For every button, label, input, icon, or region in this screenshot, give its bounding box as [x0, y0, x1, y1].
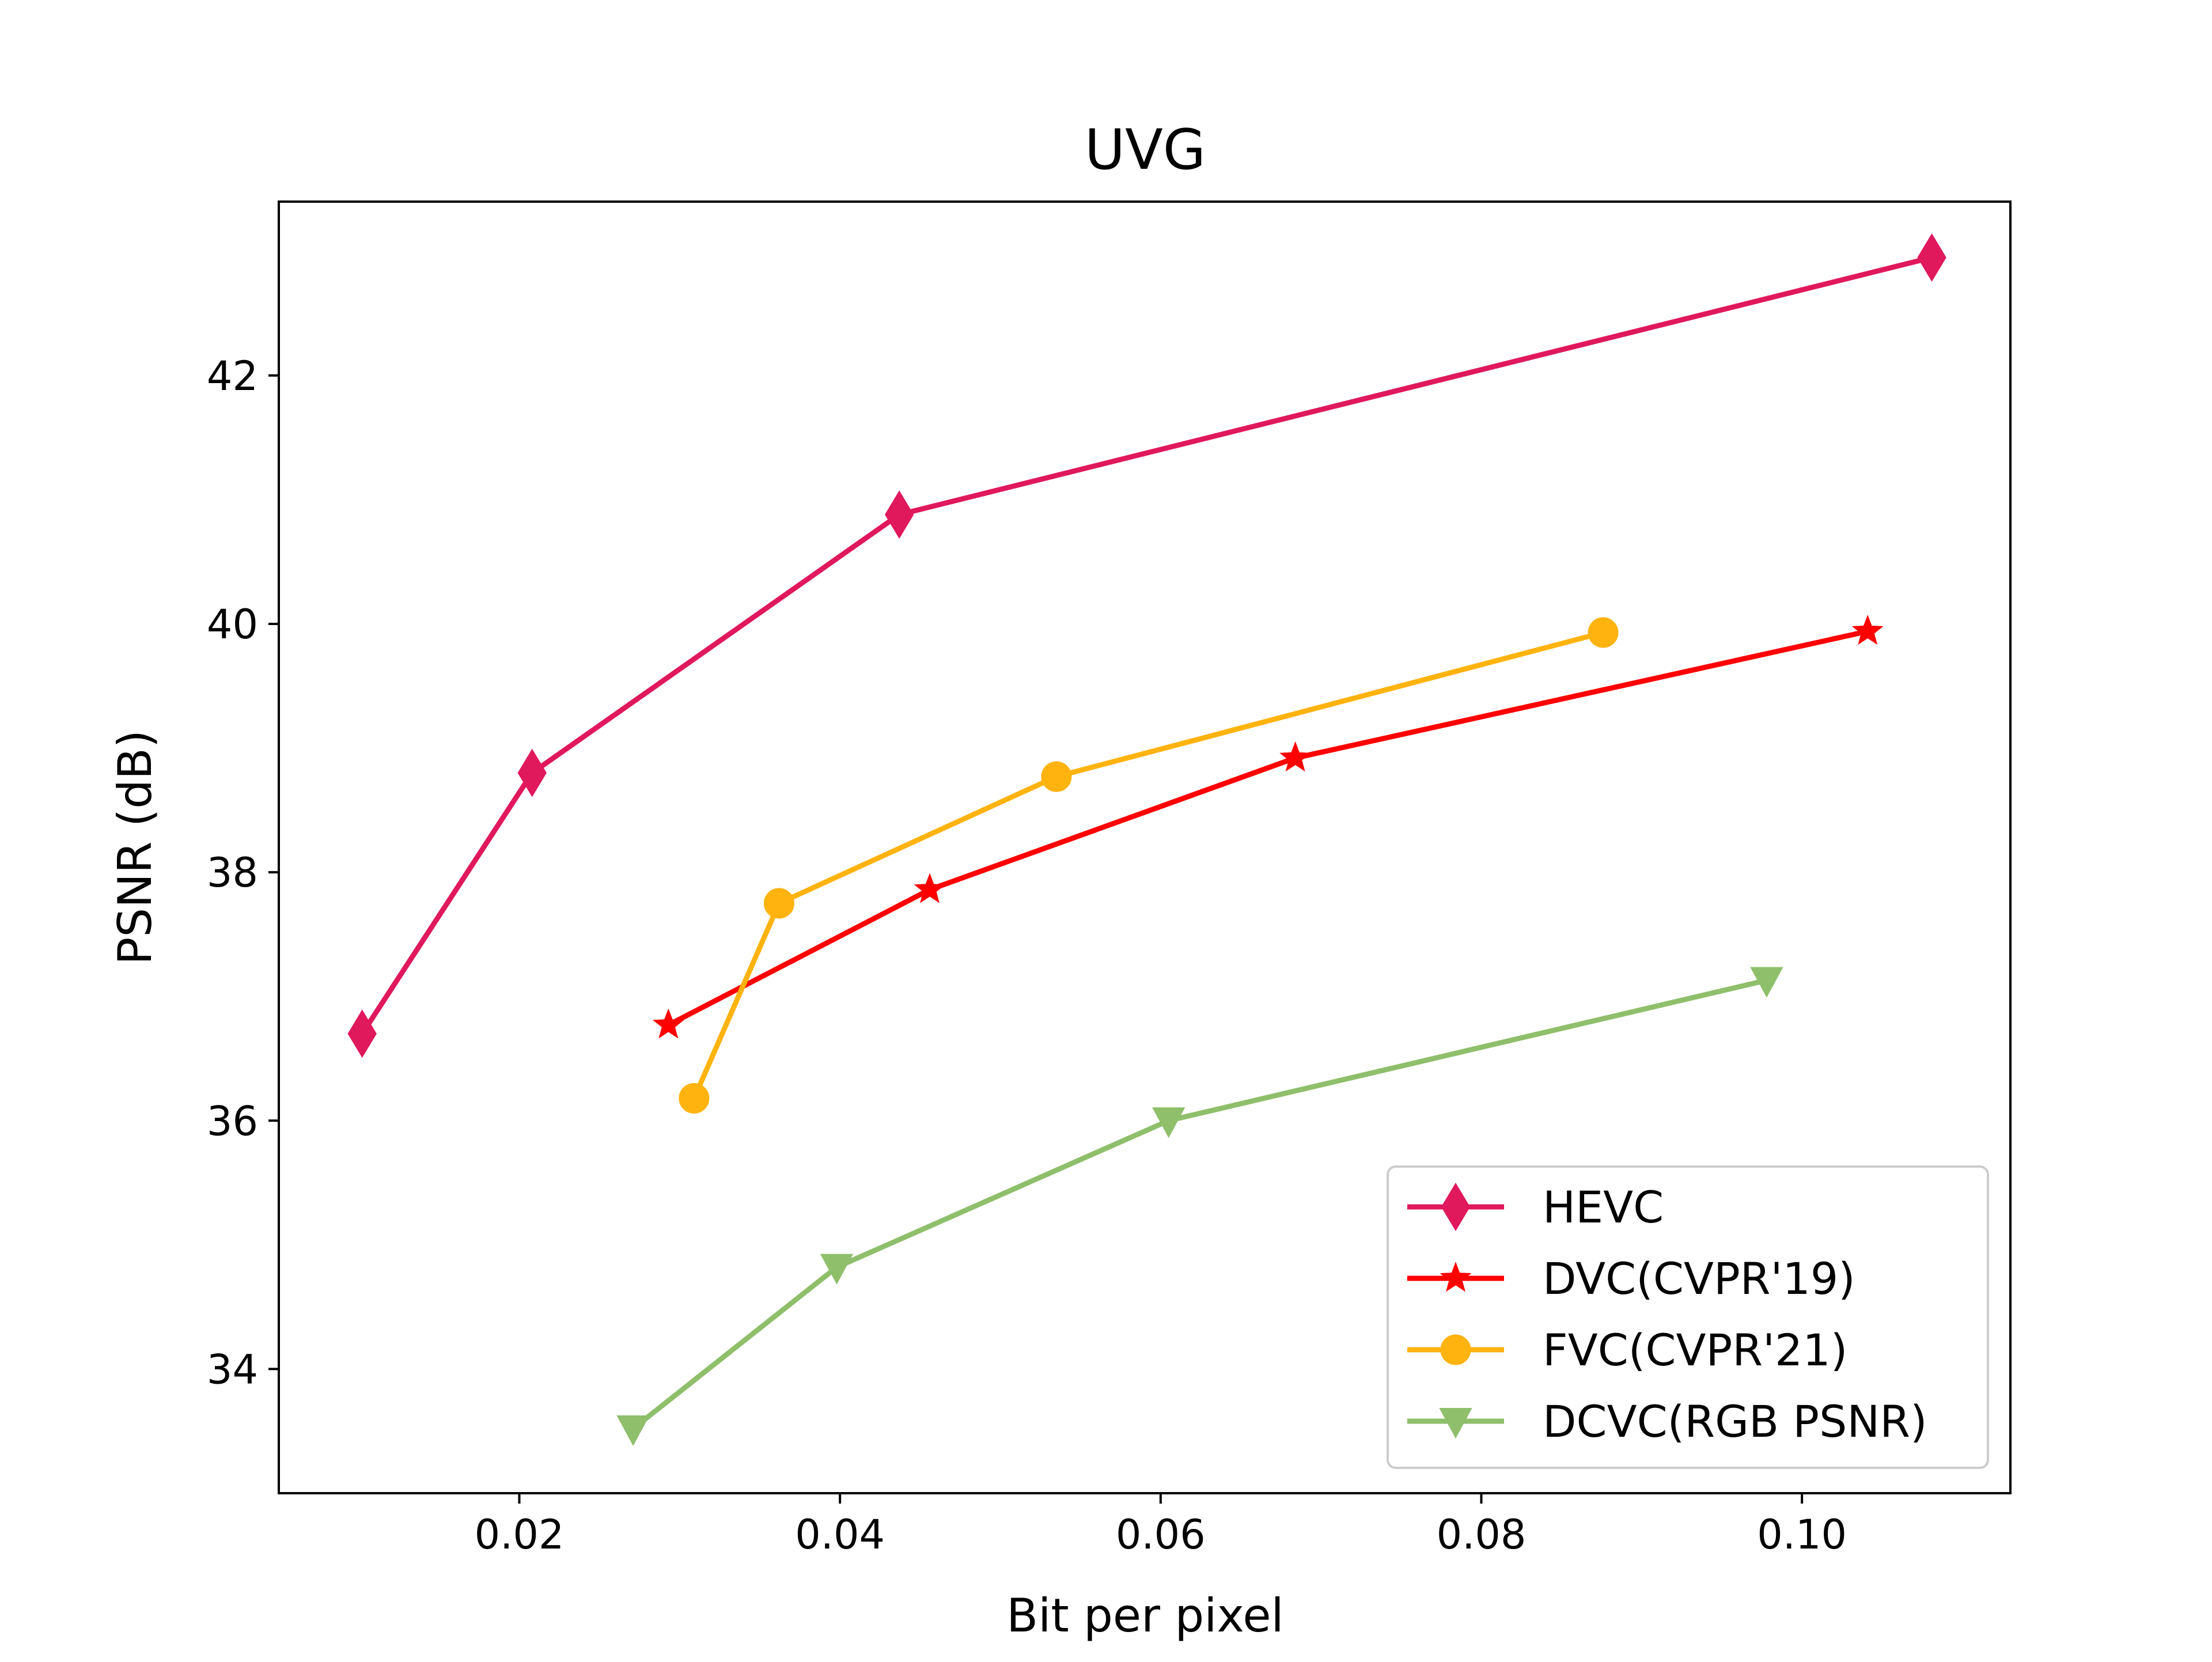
series-2 — [652, 615, 1884, 1039]
legend-box — [1387, 1165, 1989, 1469]
x-tick-label: 0.04 — [795, 1511, 885, 1558]
legend-entry: HEVC — [1407, 1182, 1664, 1233]
data-point — [517, 748, 547, 797]
plot-frame — [278, 200, 2012, 1494]
data-point — [1588, 617, 1619, 648]
y-axis-ticks: 34 36 38 40 42 — [207, 353, 279, 1393]
series-line — [631, 978, 1767, 1431]
legend-label: FVC(CVPR'21) — [1543, 1324, 1847, 1376]
x-tick-label: 0.08 — [1437, 1511, 1527, 1558]
data-point — [884, 490, 914, 539]
x-axis-label: Bit per pixel — [1006, 1589, 1284, 1642]
data-point — [1279, 741, 1312, 772]
y-tick-label: 40 — [207, 601, 258, 648]
y-tick-label: 36 — [207, 1097, 258, 1145]
legend-label: HEVC — [1543, 1182, 1664, 1233]
data-point — [1917, 233, 1946, 282]
legend: HEVC DVC(CVPR'19) FVC(CVPR'21) DCVC(RGB PSN… — [1387, 1165, 1989, 1469]
data-point — [347, 1009, 377, 1058]
data-point — [914, 873, 946, 903]
x-tick-label: 0.02 — [475, 1511, 565, 1558]
legend-entry: FVC(CVPR'21) — [1407, 1324, 1847, 1376]
x-tick-label: 0.06 — [1116, 1511, 1206, 1558]
data-point — [616, 1415, 650, 1447]
data-point — [1851, 615, 1884, 645]
series-1 — [347, 233, 1946, 1058]
data-point — [763, 888, 794, 919]
y-tick-label: 34 — [207, 1346, 258, 1393]
legend-entry: DCVC(RGB PSNR) — [1407, 1396, 1927, 1447]
series-4 — [616, 967, 1783, 1447]
data-point — [1152, 1107, 1185, 1138]
series-layer — [347, 233, 1946, 1447]
chart-title: UVG — [1085, 118, 1206, 182]
data-point — [820, 1254, 854, 1285]
legend-marker — [1441, 1183, 1471, 1231]
legend-entries: HEVC DVC(CVPR'19) FVC(CVPR'21) DCVC(RGB PSN… — [1407, 1182, 1927, 1447]
legend-marker — [1439, 1408, 1472, 1439]
legend-marker — [1440, 1334, 1471, 1365]
y-axis-label: PSNR (dB) — [108, 730, 162, 965]
legend-marker — [1440, 1262, 1472, 1292]
legend-entry: DVC(CVPR'19) — [1407, 1253, 1855, 1304]
x-tick-label: 0.10 — [1757, 1511, 1847, 1558]
series-line — [691, 630, 1604, 1100]
legend-label: DCVC(RGB PSNR) — [1543, 1396, 1927, 1447]
y-tick-label: 38 — [207, 849, 258, 896]
x-axis-ticks: 0.02 0.04 0.06 0.08 0.10 — [475, 1493, 1847, 1558]
series-line — [667, 629, 1869, 1028]
data-point — [1750, 967, 1783, 998]
y-tick-label: 42 — [207, 353, 258, 400]
legend-label: DVC(CVPR'19) — [1543, 1253, 1855, 1304]
series-3 — [679, 617, 1619, 1114]
series-line — [359, 255, 1933, 1035]
data-point — [679, 1082, 710, 1114]
data-point — [652, 1008, 684, 1039]
data-point — [1041, 761, 1072, 792]
